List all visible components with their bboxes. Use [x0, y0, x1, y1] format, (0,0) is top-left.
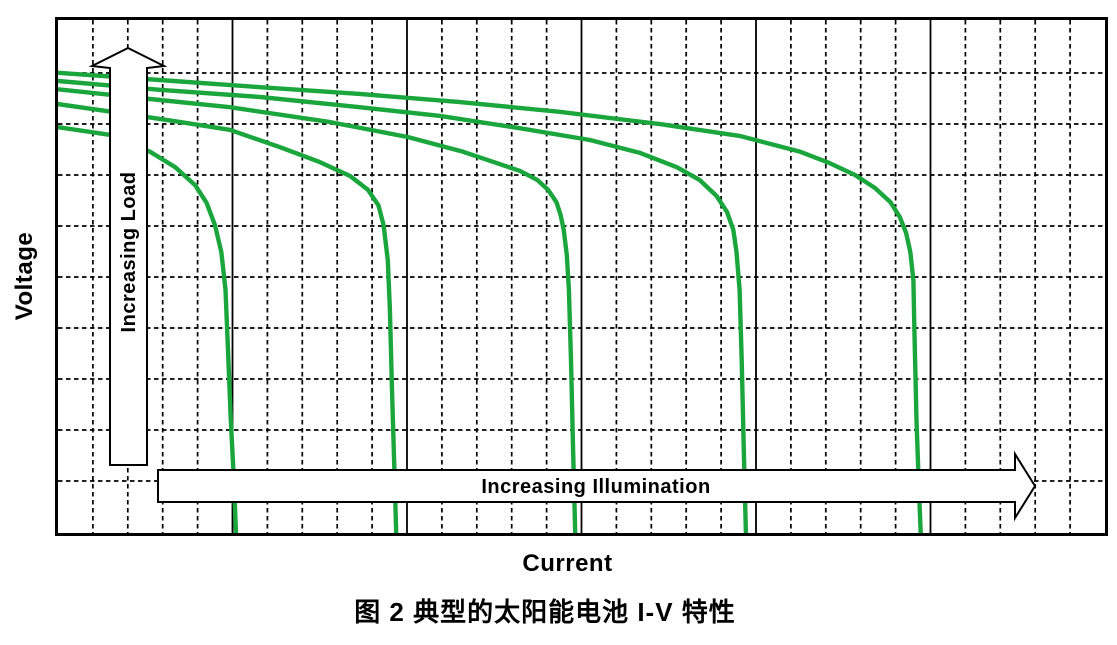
- increasing-illumination-label: Increasing Illumination: [481, 476, 710, 498]
- y-axis-label: Voltage: [11, 231, 38, 321]
- annotation-layer: Increasing Load Increasing Illumination: [88, 46, 1037, 522]
- increasing-load-arrow: [88, 46, 168, 466]
- iv-curve-illumination-level-2: [58, 101, 399, 533]
- iv-curves: [58, 70, 923, 533]
- grid-layer: [58, 20, 1105, 533]
- iv-chart: Increasing Load Increasing Illumination: [58, 20, 1105, 533]
- increasing-load-label: Increasing Load: [118, 172, 140, 333]
- iv-curve-illumination-level-5: [58, 70, 923, 533]
- figure-caption: 图 2 典型的太阳能电池 I-V 特性: [354, 597, 736, 627]
- plot-area: Increasing Load Increasing Illumination: [55, 17, 1108, 536]
- iv-curve-illumination-level-1: [58, 125, 239, 533]
- increasing-illumination-arrow: [157, 450, 1037, 522]
- iv-curve-illumination-level-3: [58, 87, 578, 533]
- iv-curve-illumination-level-4: [58, 78, 749, 533]
- x-axis-label: Current: [522, 550, 613, 577]
